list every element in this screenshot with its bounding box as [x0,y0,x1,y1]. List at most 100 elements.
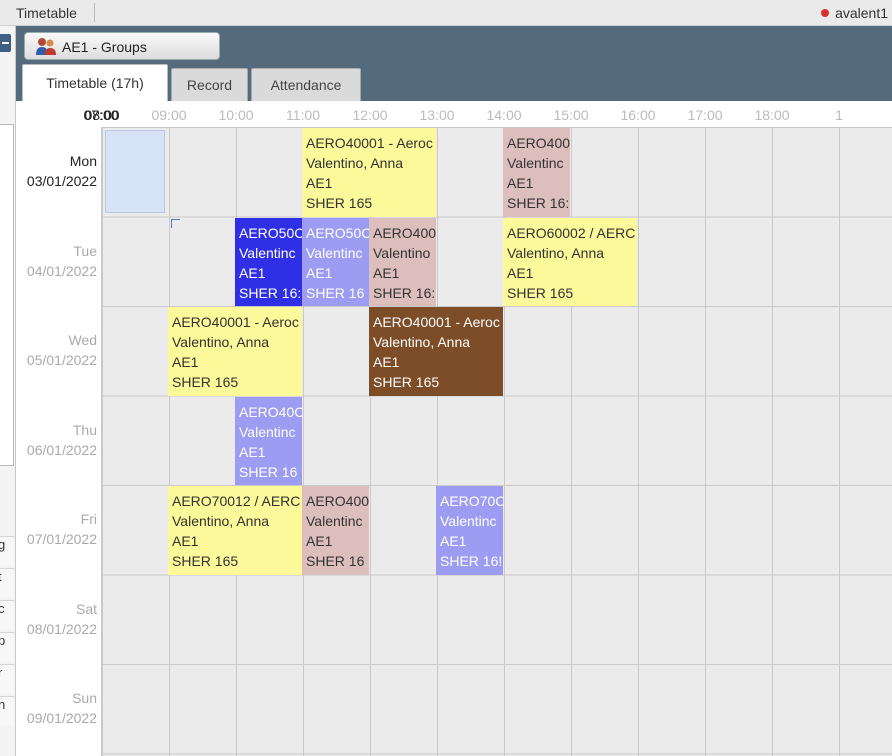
timetable-event[interactable]: AERO400 Valentinc AE1 SHER 16 [302,486,369,575]
top-bar: Timetable avalent1 [0,0,892,26]
event-line: AERO400 [507,135,570,151]
event-line: AE1 [239,264,266,281]
timetable-event[interactable]: AERO40001 - Aeroc Valentino, Anna AE1 SHER … [168,307,302,396]
time-axis-label: 12:00 [352,107,388,123]
title-divider [94,3,95,22]
event-line: Valentinc [507,155,564,171]
event-line: SHER 16 [306,553,365,569]
time-axis-label: 08:00 [84,107,120,123]
event-line: AE1 [507,264,534,281]
event-line: AERO400 [373,224,436,241]
time-axis: 07:00 08:00 09:00 10:00 11:00 12:00 13:00 14:00… [16,101,892,127]
time-axis-label: 17:00 [687,107,723,123]
left-pane-row[interactable]: p [0,632,14,661]
time-axis-label: 11:00 [286,107,320,123]
timetable-event[interactable]: AERO60002 / AERC Valentino, Anna AE1 SHER 1… [503,217,637,306]
event-line: AE1 [172,533,199,549]
left-pane-row[interactable]: c [0,600,14,629]
event-line: AERO400 [306,493,369,509]
event-line: Valentino, Anna [373,334,471,350]
event-line: AE1 [306,533,333,549]
event-line: AE1 [306,264,333,281]
timetable-event[interactable]: AERO40C Valentinc AE1 SHER 16 [235,396,302,485]
time-axis-label: 07:00 [83,107,119,123]
event-line: SHER 16 [306,284,365,301]
timetable-event[interactable]: AERO400 Valentinc AE1 SHER 16: [503,128,570,217]
time-axis-label: 1 [835,107,843,123]
timetable-grid [102,127,892,756]
tab-attendance[interactable]: Attendance [251,68,361,101]
event-line: Valentino, Anna [306,155,404,171]
timetable-event[interactable]: AERO40001 - Aeroc Valentino, Anna AE1 SHER … [369,307,503,396]
tab-record[interactable]: Record [171,68,248,101]
event-line: Valentino, Anna [172,334,270,350]
collapse-pane-button[interactable] [0,34,11,52]
event-line: SHER 16 [239,463,298,480]
event-line: AE1 [373,354,400,370]
event-line: Valentino [373,244,431,261]
day-date: 07/01/2022 [26,531,97,547]
day-column: Mon 03/01/2022 Tue 04/01/2022 Wed 05/01/2022 T… [16,127,120,756]
event-line: AERO40001 - Aeroc [306,135,433,151]
event-line: AERO50C [306,224,369,241]
day-name: Fri [80,511,97,527]
day-name: Thu [72,421,97,438]
event-line: SHER 165 [507,284,574,301]
day-label: Mon 03/01/2022 [27,151,97,191]
day-name: Sun [72,690,97,706]
time-axis-label: 13:00 [419,107,455,123]
event-line: AERO70C [440,493,503,509]
event-line: SHER 16: [507,195,570,211]
left-pane-row[interactable]: r [0,664,14,693]
timetable-event[interactable]: AERO40001 - Aeroc Valentino, Anna AE1 SHER … [302,128,436,217]
group-tab-label: AE1 - Groups [62,39,147,55]
day-label: Wed 05/01/2022 [27,330,97,370]
left-pane-panel [0,124,14,466]
event-line: AE1 [373,264,400,281]
users-group-icon [36,38,56,55]
event-line: SHER 16: [239,284,302,301]
time-axis-label: 10:00 [218,107,254,123]
event-line: AE1 [172,354,199,370]
group-tab[interactable]: AE1 - Groups [24,32,220,60]
event-line: AE1 [306,175,333,191]
username: avalent1 [835,5,888,21]
event-line: Valentino, Anna [507,244,605,261]
day-date: 04/01/2022 [26,262,97,279]
event-line: AERO40001 - Aeroc [373,314,500,330]
day-date: 03/01/2022 [26,173,97,189]
event-line: AE1 [440,533,467,549]
event-line: Valentinc [440,513,497,529]
timetable-event[interactable]: AERO50C Valentinc AE1 SHER 16: [235,217,302,306]
event-line: SHER 165 [306,195,373,211]
left-pane-row[interactable]: n [0,696,14,725]
timetable-event[interactable]: AERO70C Valentinc AE1 SHER 16! [436,486,503,575]
event-line: SHER 16! [440,553,503,569]
event-line: Valentinc [239,423,296,440]
day-date: 08/01/2022 [26,620,97,637]
status-dot-icon [821,9,830,17]
day-name: Mon [69,153,97,169]
user-menu[interactable]: avalent1 [821,5,888,21]
event-line: AERO70012 / AERC [172,493,301,509]
time-axis-label: 16:00 [620,107,656,123]
timetable-event[interactable]: AERO70012 / AERC Valentino, Anna AE1 SHER 1… [168,486,302,575]
time-axis-label: 09:00 [151,107,187,123]
day-date: 09/01/2022 [26,710,97,726]
time-axis-label: 14:00 [486,107,522,123]
day-label: Sun 09/01/2022 [27,688,97,728]
timetable-event[interactable]: AERO400 Valentino AE1 SHER 16: [369,217,436,306]
left-pane-row[interactable]: g [0,536,14,565]
day-date: 06/01/2022 [26,441,97,458]
day-label: Tue 04/01/2022 [27,241,97,281]
event-line: AERO40001 - Aeroc [172,314,299,330]
event-line: AERO40C [239,403,302,420]
day-date: 05/01/2022 [26,352,97,368]
day-label: Fri 07/01/2022 [27,509,97,549]
event-line: Valentino, Anna [172,513,270,529]
left-pane-row[interactable]: t [0,568,14,597]
page-title: Timetable [16,5,77,21]
event-line: SHER 165 [172,374,239,390]
tab-timetable[interactable]: Timetable (17h) [22,64,168,101]
timetable-event[interactable]: AERO50C Valentinc AE1 SHER 16 [302,217,369,306]
